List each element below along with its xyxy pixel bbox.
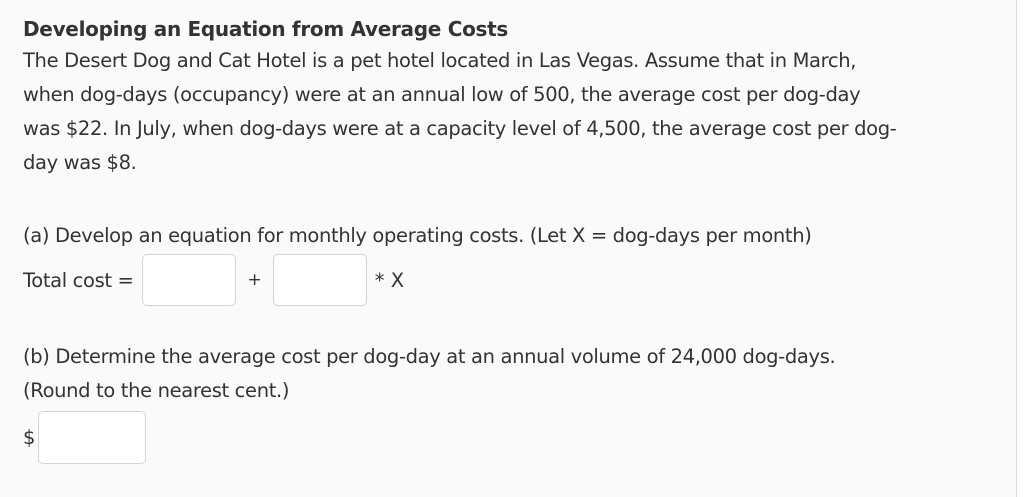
part-a-section: (a) Develop an equation for monthly oper… bbox=[23, 219, 1013, 307]
statement-line-3: was $22. In July, when dog-days were at … bbox=[23, 117, 897, 140]
statement-line-2: when dog-days (occupancy) were at an ann… bbox=[23, 83, 861, 106]
times-x-label: * X bbox=[374, 269, 405, 292]
problem-content: Developing an Equation from Average Cost… bbox=[23, 14, 1013, 464]
total-cost-label: Total cost = bbox=[23, 268, 134, 292]
dollar-sign: $ bbox=[23, 425, 36, 449]
total-cost-equation: Total cost = + * X bbox=[23, 253, 1013, 307]
part-a-question: (a) Develop an equation for monthly oper… bbox=[23, 224, 812, 247]
problem-statement: The Desert Dog and Cat Hotel is a pet ho… bbox=[23, 44, 1013, 180]
variable-cost-input[interactable] bbox=[272, 254, 367, 306]
part-b-question-line-2: (Round to the nearest cent.) bbox=[23, 379, 290, 402]
part-b-section: (b) Determine the average cost per dog-d… bbox=[23, 340, 1013, 466]
statement-line-1: The Desert Dog and Cat Hotel is a pet ho… bbox=[23, 49, 857, 72]
average-cost-answer-row: $ bbox=[23, 408, 1013, 466]
fixed-cost-input[interactable] bbox=[141, 254, 236, 306]
statement-line-4: day was $8. bbox=[23, 151, 137, 174]
part-b-question-line-1: (b) Determine the average cost per dog-d… bbox=[23, 345, 836, 368]
problem-title: Developing an Equation from Average Cost… bbox=[23, 17, 508, 41]
plus-operator: + bbox=[247, 270, 262, 290]
average-cost-input[interactable] bbox=[38, 410, 147, 464]
